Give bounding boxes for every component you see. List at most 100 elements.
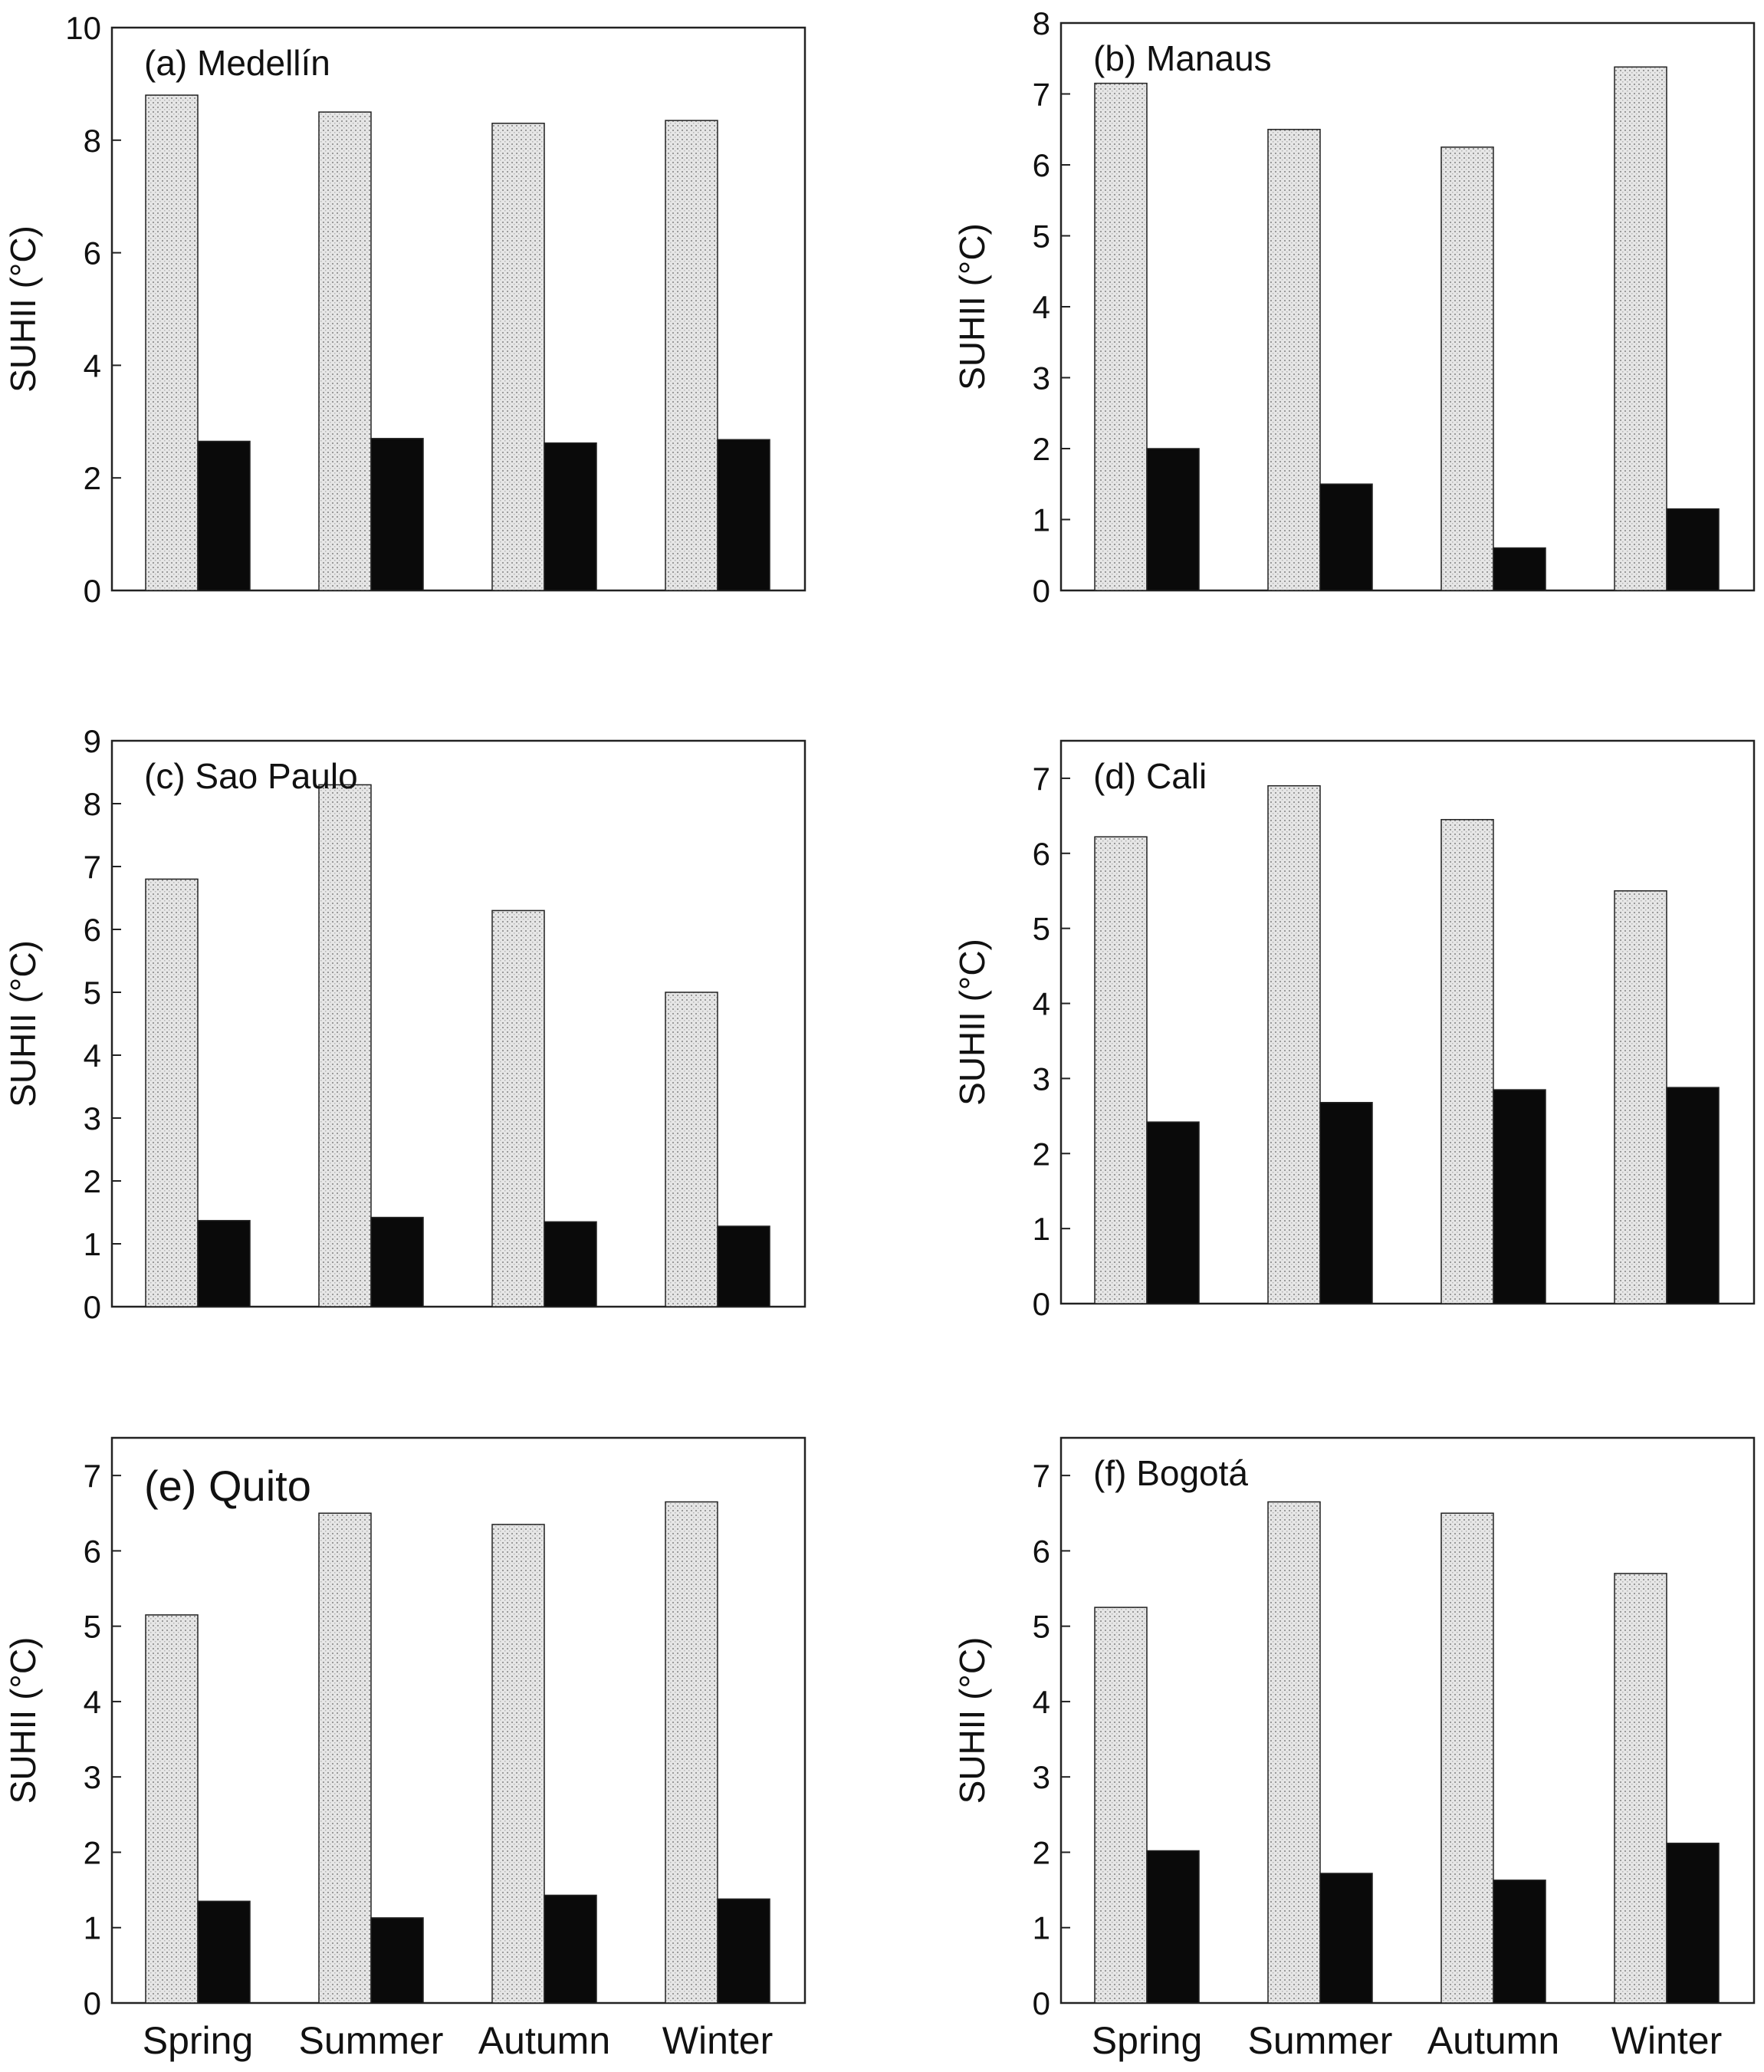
day-bar-autumn: [1440, 1512, 1494, 2004]
y-tick-label: 0: [1033, 1985, 1050, 2021]
y-tick-label: 5: [1033, 219, 1050, 255]
y-tick-label: 5: [1033, 1609, 1050, 1645]
night-bar-spring: [1146, 448, 1200, 591]
night-bar-spring: [1146, 1121, 1200, 1304]
y-tick-label: 0: [1033, 1286, 1050, 1322]
x-tick-label-autumn: Autumn: [1427, 2019, 1559, 2062]
y-tick-label: 0: [84, 1985, 101, 2021]
night-bar-autumn: [544, 1221, 597, 1307]
night-bar-summer: [1319, 1873, 1373, 2004]
night-bar-spring: [197, 440, 251, 591]
day-bar-winter: [1614, 1573, 1667, 2004]
day-bar-summer: [1267, 1501, 1321, 2004]
day-bar-spring: [145, 94, 199, 591]
y-tick-label: 1: [1033, 502, 1050, 538]
plot-frame: [110, 26, 806, 592]
y-axis-label: SUHII (°C): [3, 940, 43, 1107]
night-bar-spring: [197, 1219, 251, 1307]
day-bar-spring: [1094, 836, 1148, 1304]
y-tick-label: 5: [84, 1609, 101, 1645]
panel-1: 0 2 4 6 8 10 SUHII (°C) (a) Medellín: [3, 10, 806, 609]
panel-5: 0 1 2 3 4 5 6 7 SUHII (°C) (e) Quito Spring Summer A…: [3, 1436, 806, 2062]
night-bar-spring: [1146, 1850, 1200, 2004]
y-tick-label: 2: [84, 460, 101, 496]
day-bar-summer: [1267, 129, 1321, 591]
night-bar-spring: [197, 1900, 251, 2004]
y-tick-label: 2: [1033, 1834, 1050, 1870]
day-bar-winter: [665, 120, 718, 591]
day-bar-autumn: [1440, 146, 1494, 591]
day-bar-summer: [318, 111, 372, 591]
night-bar-summer: [370, 1216, 424, 1307]
day-bar-spring: [1094, 1607, 1148, 2004]
panel-title: (f) Bogotá: [1093, 1453, 1248, 1493]
y-tick-label: 7: [1033, 77, 1050, 113]
y-tick-label: 4: [84, 1038, 101, 1074]
day-bar-autumn: [1440, 819, 1494, 1304]
x-tick-label-spring: Spring: [143, 2019, 254, 2062]
night-bar-autumn: [544, 442, 597, 591]
panel-6: 0 1 2 3 4 5 6 7 SUHII (°C) (f) Bogotá Spring Summer…: [952, 1436, 1756, 2062]
y-tick-label: 7: [1033, 761, 1050, 797]
y-tick-label: 2: [84, 1163, 101, 1199]
night-bar-winter: [1666, 1842, 1720, 2004]
panel-title: (a) Medellín: [144, 43, 330, 83]
y-tick-label: 2: [1033, 1136, 1050, 1172]
y-tick-label: 4: [1033, 986, 1050, 1022]
y-tick-label: 5: [84, 975, 101, 1011]
y-tick-label: 4: [84, 347, 101, 383]
y-tick-label: 2: [84, 1834, 101, 1870]
y-tick-label: 3: [1033, 360, 1050, 396]
night-bar-autumn: [1493, 1089, 1546, 1304]
y-axis-label: SUHII (°C): [3, 225, 43, 393]
day-bar-winter: [1614, 66, 1667, 591]
day-bar-spring: [145, 1614, 199, 2004]
night-bar-summer: [1319, 483, 1373, 591]
panel-title: (e) Quito: [144, 1462, 311, 1510]
y-tick-label: 4: [1033, 1684, 1050, 1720]
day-bar-autumn: [491, 1524, 545, 2004]
day-bar-spring: [1094, 82, 1148, 591]
x-tick-label-winter: Winter: [662, 2019, 773, 2062]
y-tick-label: 7: [1033, 1458, 1050, 1494]
panel-2: 0 1 2 3 4 5 6 7 8 SUHII (°C) (b) Manaus: [952, 5, 1756, 609]
day-bar-winter: [665, 992, 718, 1307]
y-axis-label: SUHII (°C): [952, 223, 992, 390]
night-bar-autumn: [1493, 1880, 1546, 2004]
night-bar-summer: [1319, 1101, 1373, 1304]
night-bar-autumn: [544, 1894, 597, 2004]
day-bar-spring: [145, 878, 199, 1307]
y-tick-label: 3: [84, 1759, 101, 1795]
night-bar-summer: [370, 1917, 424, 2004]
y-axis-label: SUHII (°C): [952, 1637, 992, 1804]
y-tick-label: 8: [84, 786, 101, 822]
x-tick-label-summer: Summer: [1248, 2019, 1393, 2062]
night-bar-autumn: [1493, 547, 1546, 591]
plot-frame: [110, 739, 806, 1308]
panel-4: 0 1 2 3 4 5 6 7 SUHII (°C) (d) Cali: [952, 739, 1756, 1322]
y-tick-label: 7: [84, 849, 101, 885]
day-bar-winter: [665, 1501, 718, 2004]
y-tick-label: 6: [1033, 147, 1050, 183]
y-tick-label: 6: [84, 235, 101, 271]
day-bar-summer: [318, 1512, 372, 2004]
y-tick-label: 8: [1033, 5, 1050, 41]
x-tick-label-winter: Winter: [1611, 2019, 1722, 2062]
y-tick-label: 6: [1033, 836, 1050, 872]
day-bar-winter: [1614, 890, 1667, 1304]
plot-frame: [110, 1436, 806, 2005]
night-bar-winter: [717, 1225, 770, 1307]
plot-frame: [1059, 739, 1756, 1305]
day-bar-autumn: [491, 909, 545, 1307]
y-tick-label: 1: [84, 1226, 101, 1262]
y-axis-label: SUHII (°C): [3, 1637, 43, 1804]
y-tick-label: 2: [1033, 431, 1050, 467]
y-axis-label: SUHII (°C): [952, 939, 992, 1106]
y-tick-label: 10: [65, 10, 101, 46]
x-tick-label-summer: Summer: [299, 2019, 444, 2062]
y-tick-label: 0: [1033, 573, 1050, 609]
x-tick-label-spring: Spring: [1092, 2019, 1203, 2062]
y-tick-label: 4: [1033, 289, 1050, 325]
night-bar-winter: [1666, 508, 1720, 591]
